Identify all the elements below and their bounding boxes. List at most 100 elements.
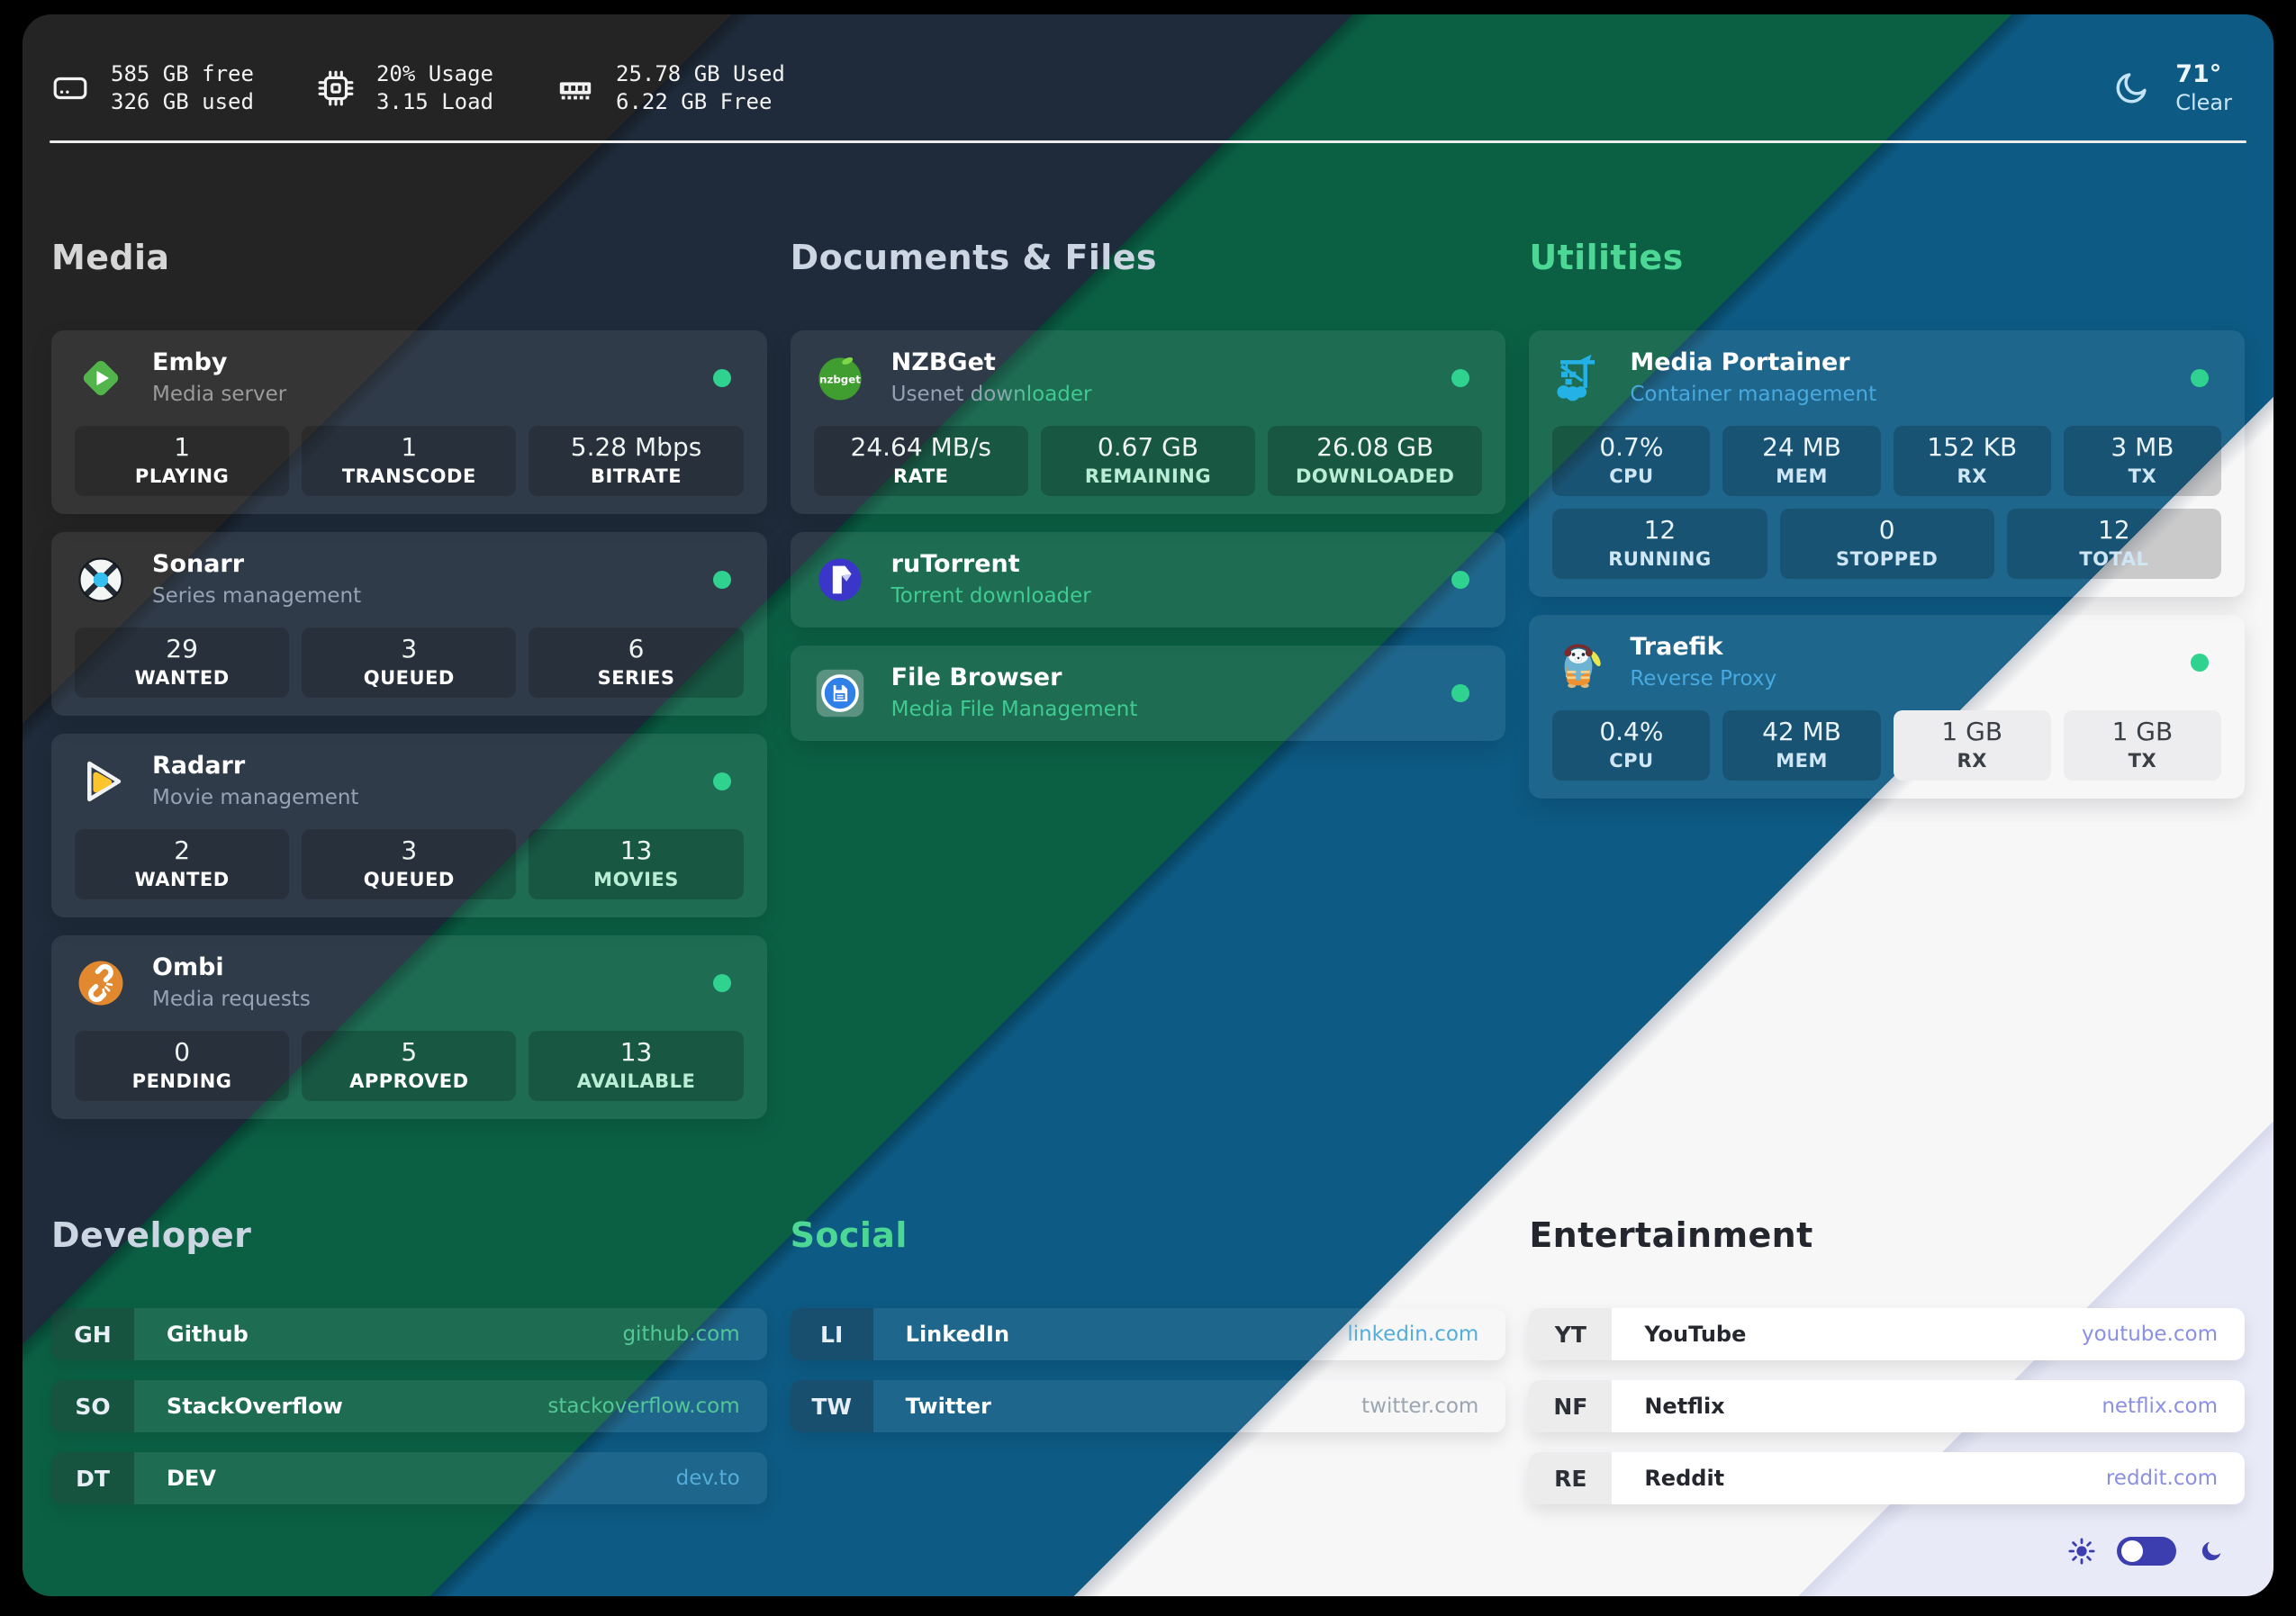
- bookmark-github[interactable]: GH Github github.com: [51, 1308, 767, 1360]
- app-subtitle: Media server: [152, 383, 287, 406]
- section-entertainment: Entertainment YT YouTube youtube.com NF …: [1529, 1214, 2245, 1524]
- app-name: Media Portainer: [1630, 348, 1850, 376]
- app-name: Sonarr: [152, 550, 245, 578]
- stat-wanted: 2 WANTED: [75, 829, 290, 899]
- section-documents: Documents & Files nzbget NZBGet: [790, 237, 1506, 1137]
- stat-playing: 1 PLAYING: [75, 426, 290, 496]
- system-status-bar: 585 GB free 326 GB used 20% Usage 3.15 L…: [23, 14, 2273, 131]
- status-dot: [712, 369, 731, 387]
- weather-widget: 71° Clear: [2111, 60, 2232, 116]
- section-utilities: Utilities: [1529, 237, 2245, 1137]
- sun-icon[interactable]: [2068, 1538, 2095, 1565]
- bookmark-url: stackoverflow.com: [547, 1395, 740, 1418]
- app-subtitle: Torrent downloader: [890, 584, 1091, 608]
- ram-free: 6.22 GB Free: [616, 89, 773, 114]
- bookmark-tag: GH: [51, 1308, 134, 1360]
- bookmark-stackoverflow[interactable]: SO StackOverflow stackoverflow.com: [51, 1380, 767, 1432]
- filebrowser-icon: [814, 667, 866, 719]
- app-subtitle: Media requests: [152, 988, 311, 1011]
- stat-mem: 24 MB MEM: [1722, 426, 1881, 496]
- bookmark-tag: NF: [1529, 1380, 1613, 1432]
- app-card-traefik[interactable]: Traefik Reverse Proxy 0.4% CPU 42 MB MEM 1…: [1529, 615, 2245, 799]
- cpu-load: 3.15 Load: [375, 89, 493, 114]
- bookmark-tag: DT: [51, 1452, 134, 1504]
- stat-cpu: 0.7% CPU: [1552, 426, 1711, 496]
- section-developer: Developer GH Github github.com SO StackO…: [51, 1214, 767, 1524]
- status-dot: [1451, 571, 1470, 589]
- section-title-entertainment: Entertainment: [1529, 1215, 1813, 1255]
- stat-mem: 42 MB MEM: [1722, 710, 1881, 781]
- stat-tx: 1 GB TX: [2063, 710, 2221, 781]
- app-card-sonarr[interactable]: Sonarr Series management 29 WANTED 3 QUEUE…: [51, 532, 767, 716]
- svg-text:nzbget: nzbget: [819, 373, 861, 385]
- ombi-icon: [75, 957, 127, 1009]
- app-card-ombi[interactable]: Ombi Media requests 0 PENDING 5 APPROVED 1…: [51, 935, 767, 1119]
- moon-icon: [2116, 73, 2147, 104]
- section-title-social: Social: [790, 1215, 908, 1255]
- app-subtitle: Container management: [1630, 383, 1877, 406]
- bookmark-tag: RE: [1529, 1452, 1613, 1504]
- bookmark-url: netflix.com: [2102, 1395, 2218, 1418]
- app-card-filebrowser[interactable]: File Browser Media File Management: [790, 645, 1506, 741]
- bookmark-reddit[interactable]: RE Reddit reddit.com: [1529, 1452, 2245, 1504]
- theme-switch[interactable]: [2117, 1537, 2176, 1566]
- stat-series: 6 SERIES: [529, 627, 744, 698]
- stat-rate: 24.64 MB/s RATE: [813, 426, 1028, 496]
- bookmark-twitter[interactable]: TW Twitter twitter.com: [790, 1380, 1506, 1432]
- stat-tx: 3 MB TX: [2063, 426, 2221, 496]
- stat-cpu: 0.4% CPU: [1552, 710, 1711, 781]
- bookmark-url: twitter.com: [1361, 1395, 1479, 1418]
- status-dot: [712, 974, 731, 992]
- status-dot: [712, 571, 731, 589]
- section-title-utilities: Utilities: [1529, 238, 1684, 277]
- moon-icon-dark[interactable]: [2198, 1538, 2225, 1565]
- portainer-icon: [1552, 352, 1604, 404]
- stat-remaining: 0.67 GB REMAINING: [1040, 426, 1256, 496]
- emby-icon: [75, 352, 127, 404]
- traefik-icon: [1552, 636, 1604, 689]
- stat-approved: 5 APPROVED: [302, 1031, 517, 1101]
- section-title-documents: Documents & Files: [790, 238, 1157, 277]
- bookmark-url: reddit.com: [2105, 1467, 2218, 1490]
- stat-transcode: 1 TRANSCODE: [302, 426, 517, 496]
- bookmark-tag: LI: [790, 1308, 873, 1360]
- app-card-rutorrent[interactable]: ruTorrent Torrent downloader: [790, 532, 1506, 627]
- cpu-icon: [318, 70, 354, 106]
- app-name: Ombi: [152, 953, 224, 981]
- section-media: Media Emby Media server 1 PLAYING: [51, 237, 767, 1137]
- app-subtitle: Usenet downloader: [890, 383, 1092, 406]
- bookmark-dev[interactable]: DT DEV dev.to: [51, 1452, 767, 1504]
- stat-queued: 3 QUEUED: [302, 627, 517, 698]
- bookmark-url: youtube.com: [2081, 1323, 2218, 1346]
- status-dot: [1451, 369, 1470, 387]
- sonarr-icon: [75, 554, 127, 606]
- ram-used: 25.78 GB Used: [616, 61, 785, 86]
- bookmark-linkedin[interactable]: LI LinkedIn linkedin.com: [790, 1308, 1506, 1360]
- section-title-media: Media: [51, 238, 170, 277]
- app-card-nzbget[interactable]: nzbget NZBGet Usenet downloader 24.64 MB…: [790, 330, 1506, 514]
- theme-switch-knob: [2121, 1540, 2143, 1562]
- app-card-portainer[interactable]: Media Portainer Container management 0.7…: [1529, 330, 2245, 597]
- disk-used: 326 GB used: [111, 89, 254, 114]
- bookmark-tag: SO: [51, 1380, 134, 1432]
- status-dot: [1451, 684, 1470, 702]
- app-name: ruTorrent: [890, 550, 1020, 578]
- app-name: Traefik: [1630, 633, 1723, 661]
- ram-icon: [559, 82, 592, 100]
- bookmark-netflix[interactable]: NF Netflix netflix.com: [1529, 1380, 2245, 1432]
- stat-wanted: 29 WANTED: [75, 627, 290, 698]
- app-card-radarr[interactable]: Radarr Movie management 2 WANTED 3 QUEUED …: [51, 734, 767, 917]
- dashboard-page: 585 GB free 326 GB used 20% Usage 3.15 L…: [23, 14, 2273, 1596]
- status-dot: [2191, 369, 2209, 387]
- disk-status: 585 GB free 326 GB used: [51, 60, 254, 116]
- cpu-status: 20% Usage 3.15 Load: [317, 60, 493, 116]
- bookmark-youtube[interactable]: YT YouTube youtube.com: [1529, 1308, 2245, 1360]
- stat-pending: 0 PENDING: [75, 1031, 290, 1101]
- stat-queued: 3 QUEUED: [302, 829, 517, 899]
- app-card-emby[interactable]: Emby Media server 1 PLAYING 1 TRANSCODE 5.…: [51, 330, 767, 514]
- section-social: Social LI LinkedIn linkedin.com TW Twitt…: [790, 1214, 1506, 1524]
- bookmark-url: dev.to: [675, 1467, 740, 1490]
- bookmark-url: github.com: [622, 1323, 740, 1346]
- topbar-divider: [50, 140, 2246, 143]
- status-dot: [2191, 654, 2209, 672]
